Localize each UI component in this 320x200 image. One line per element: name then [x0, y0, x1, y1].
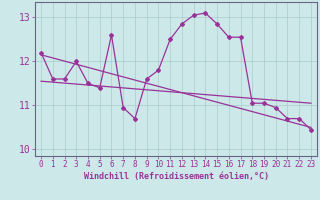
- X-axis label: Windchill (Refroidissement éolien,°C): Windchill (Refroidissement éolien,°C): [84, 172, 268, 181]
